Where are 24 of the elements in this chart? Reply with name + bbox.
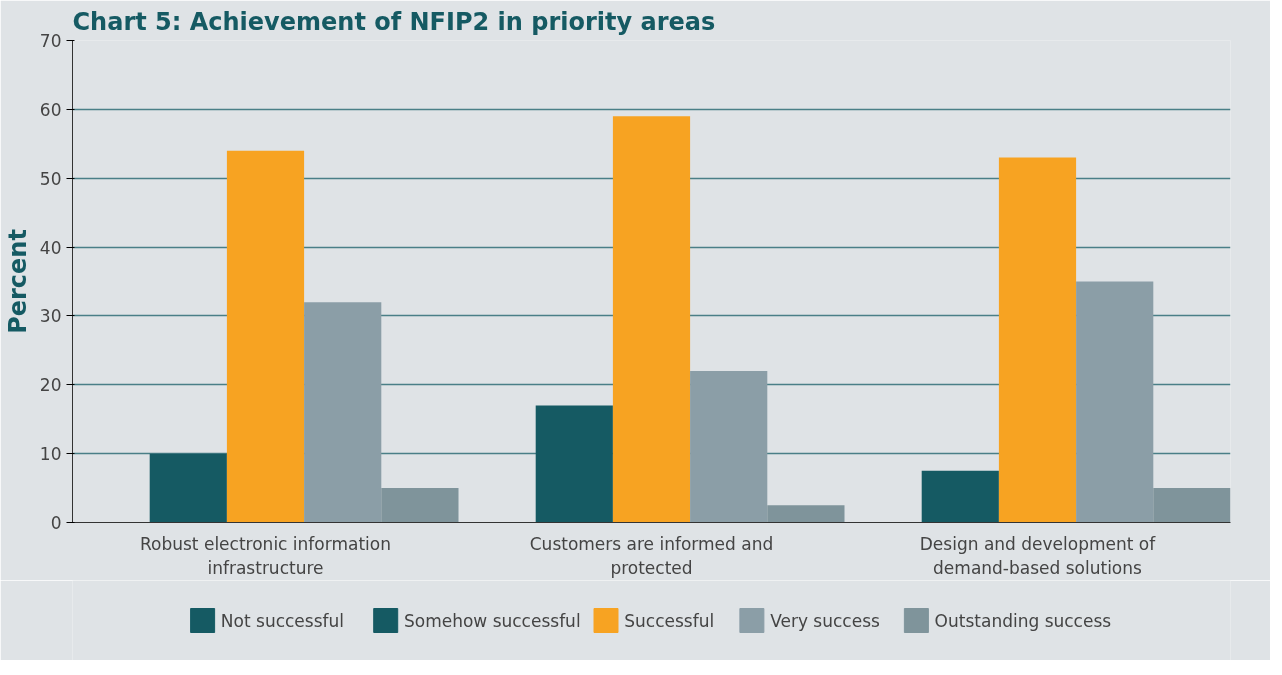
x-tick-label: Design and development of demand-based solutions [919, 533, 1157, 578]
bar [535, 405, 613, 523]
x-tick-label: Robust electronic information infrastructure [140, 533, 391, 578]
y-tick-label: 40 [39, 237, 62, 258]
legend-label: Not successful [220, 610, 345, 631]
legend-label: Successful [624, 610, 715, 631]
bar [998, 157, 1077, 523]
chart-title: Chart 5: Achievement of NFIP2 in priority areas [72, 7, 716, 36]
x-tick-label: Customers are informed and protected [529, 533, 774, 578]
y-tick-label: 50 [39, 168, 62, 189]
bar [149, 453, 227, 523]
y-tick-label: 10 [39, 444, 62, 465]
legend-label: Very success [770, 610, 880, 631]
bar [226, 150, 305, 523]
y-tick-label: 20 [39, 375, 62, 396]
legend-label: Outstanding success [934, 610, 1112, 631]
bar [921, 470, 999, 523]
y-tick-label: 60 [39, 99, 62, 120]
bar [612, 116, 691, 523]
legend-label: Somehow successful [403, 610, 581, 631]
y-tick-label: 70 [39, 31, 62, 51]
y-axis-title: Percent [3, 229, 32, 334]
y-tick-label: 30 [39, 306, 62, 327]
y-tick-label: 0 [50, 513, 62, 533]
